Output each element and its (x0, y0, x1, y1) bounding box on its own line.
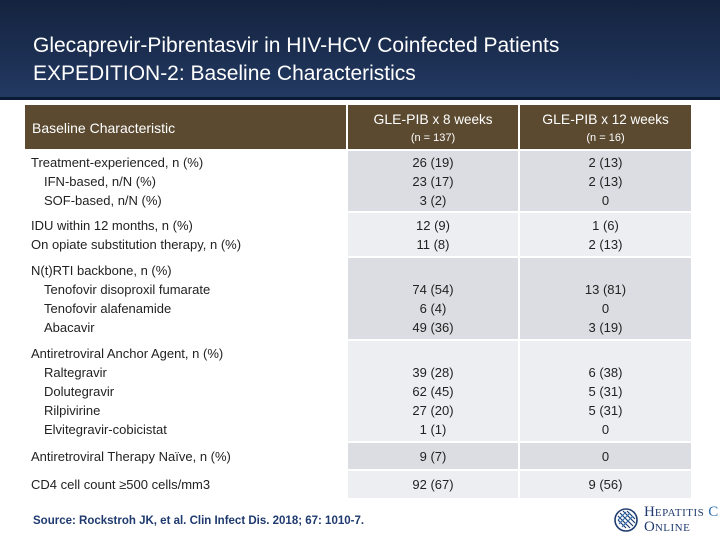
value: 23 (17) (412, 173, 454, 189)
row-label: Antiretroviral Anchor Agent, n (%) (31, 345, 224, 361)
arm-12-weeks-cell: 1 (6) 2 (13) (518, 211, 691, 257)
value: 6 (38) (588, 364, 623, 380)
column-header-arm-12-weeks: GLE-PIB x 12 weeks (n = 16) (519, 105, 691, 150)
value: 2 (13) (588, 154, 623, 170)
value: 0 (601, 300, 610, 316)
value: 5 (31) (588, 402, 623, 418)
table-header-row: Baseline Characteristic GLE-PIB x 8 week… (25, 105, 691, 150)
arm-8-weeks-cell: 92 (67) (346, 469, 519, 498)
logo-c: C (708, 504, 719, 520)
logo-text-part: EPATITIS (654, 507, 705, 519)
value: 92 (67) (412, 477, 454, 492)
value: 49 (36) (412, 319, 454, 335)
arm-8-weeks-name: GLE-PIB (373, 110, 429, 127)
row-label-cell: N(t)RTI backbone, n (%) Tenofovir disopr… (25, 256, 347, 340)
value: 12 (9) (416, 217, 450, 233)
value: 0 (601, 448, 610, 464)
row-label-cell: CD4 cell count ≥500 cells/mm3 (25, 469, 347, 498)
row-label: On opiate substitution therapy, n (%) (31, 236, 242, 252)
table-row-treatment-experienced: Treatment-experienced, n (%) IFN-based, … (25, 149, 691, 212)
value: 26 (19) (412, 154, 454, 170)
hepatitis-c-online-logo: HEPATITIS C ONLINE (614, 505, 718, 537)
column-header-arm-8-weeks: GLE-PIB x 8 weeks (n = 137) (347, 105, 520, 150)
value: 3 (19) (588, 319, 623, 335)
arm-12-weeks-cell: 6 (38) 5 (31) 5 (31) 0 (518, 339, 691, 442)
table-row-anchor-agent: Antiretroviral Anchor Agent, n (%) Ralte… (25, 339, 691, 442)
row-label-cell: IDU within 12 months, n (%) On opiate su… (25, 211, 347, 257)
row-label: IDU within 12 months, n (%) (31, 217, 193, 233)
arm-12-weeks-cell: 2 (13) 2 (13) 0 (518, 149, 691, 212)
row-label: Treatment-experienced, n (%) (31, 154, 204, 170)
value: 5 (31) (588, 383, 623, 399)
logo-mark-icon (614, 508, 638, 532)
arm-8-weeks-cell: 12 (9) 11 (8) (346, 211, 519, 257)
row-sublabel: Tenofovir alafenamide (44, 300, 172, 316)
value: 9 (56) (588, 477, 623, 492)
source-citation: Source: Rockstroh JK, et al. Clin Infect… (33, 515, 365, 527)
arm-12-weeks-duration: x 12 weeks (597, 111, 669, 127)
logo-letter: O (644, 519, 655, 535)
table-row-art-naive: Antiretroviral Therapy Naïve, n (%) 9 (7… (25, 441, 691, 470)
value: 74 (54) (412, 281, 454, 297)
table-row-ntrti-backbone: N(t)RTI backbone, n (%) Tenofovir disopr… (25, 256, 691, 340)
row-sublabel: Dolutegravir (44, 383, 115, 399)
row-label-cell: Antiretroviral Therapy Naïve, n (%) (25, 441, 347, 470)
row-sublabel: Tenofovir disoproxil fumarate (44, 281, 211, 297)
row-label: CD4 cell count ≥500 cells/mm3 (31, 477, 211, 492)
arm-12-weeks-cell: 13 (81) 0 3 (19) (518, 256, 691, 340)
row-sublabel: Raltegravir (44, 364, 107, 380)
value: 9 (7) (419, 448, 447, 464)
row-label-cell: Treatment-experienced, n (%) IFN-based, … (25, 149, 347, 212)
value: 39 (28) (412, 364, 454, 380)
row-sublabel: Abacavir (44, 319, 95, 335)
value: 1 (1) (419, 421, 447, 437)
row-sublabel: IFN-based, n/N (%) (44, 173, 156, 189)
value: 3 (2) (419, 192, 447, 208)
value: 2 (13) (588, 173, 623, 189)
table-row-idu: IDU within 12 months, n (%) On opiate su… (25, 211, 691, 257)
arm-12-weeks-cell: 0 (518, 441, 691, 470)
row-label-cell: Antiretroviral Anchor Agent, n (%) Ralte… (25, 339, 347, 442)
arm-8-weeks-cell: 39 (28) 62 (45) 27 (20) 1 (1) (346, 339, 519, 442)
column-header-characteristic: Baseline Characteristic (25, 105, 348, 150)
baseline-characteristics-table: Baseline Characteristic GLE-PIB x 8 week… (25, 105, 691, 498)
title-line-1: Glecaprevir-Pibrentasvir in HIV-HCV Coin… (33, 34, 560, 57)
arm-8-weeks-n: (n = 137) (410, 131, 456, 144)
value: 62 (45) (412, 383, 454, 399)
table-row-cd4-count: CD4 cell count ≥500 cells/mm3 92 (67) 9 … (25, 469, 691, 498)
row-sublabel: SOF-based, n/N (%) (44, 192, 162, 208)
arm-8-weeks-cell: 26 (19) 23 (17) 3 (2) (346, 149, 519, 212)
slide-header (0, 0, 720, 100)
row-label: N(t)RTI backbone, n (%) (31, 262, 172, 278)
arm-8-weeks-duration: x 8 weeks (428, 111, 493, 127)
logo-text-part: NLINE (654, 522, 691, 534)
value: 1 (6) (592, 217, 619, 233)
arm-12-weeks-cell: 9 (56) (518, 469, 691, 498)
value: 27 (20) (412, 402, 454, 418)
value: 2 (13) (588, 236, 623, 252)
value: 0 (601, 192, 610, 208)
logo-wordmark: HEPATITIS C ONLINE (644, 505, 718, 535)
slide-title: Glecaprevir-Pibrentasvir in HIV-HCV Coin… (33, 32, 559, 88)
arm-12-weeks-name: GLE-PIB (542, 110, 598, 127)
value: 6 (4) (419, 300, 447, 316)
row-label: Antiretroviral Therapy Naïve, n (%) (31, 448, 231, 464)
title-line-2: EXPEDITION-2: Baseline Characteristics (33, 62, 416, 85)
header-divider (0, 97, 720, 100)
arm-8-weeks-cell: 74 (54) 6 (4) 49 (36) (346, 256, 519, 340)
value: 0 (601, 421, 610, 437)
value: 11 (8) (416, 236, 450, 252)
arm-8-weeks-cell: 9 (7) (346, 441, 519, 470)
row-sublabel: Elvitegravir-cobicistat (44, 421, 167, 437)
row-sublabel: Rilpivirine (44, 402, 101, 418)
logo-letter: H (644, 504, 655, 520)
arm-12-weeks-n: (n = 16) (586, 131, 625, 144)
value: 13 (81) (584, 281, 627, 297)
